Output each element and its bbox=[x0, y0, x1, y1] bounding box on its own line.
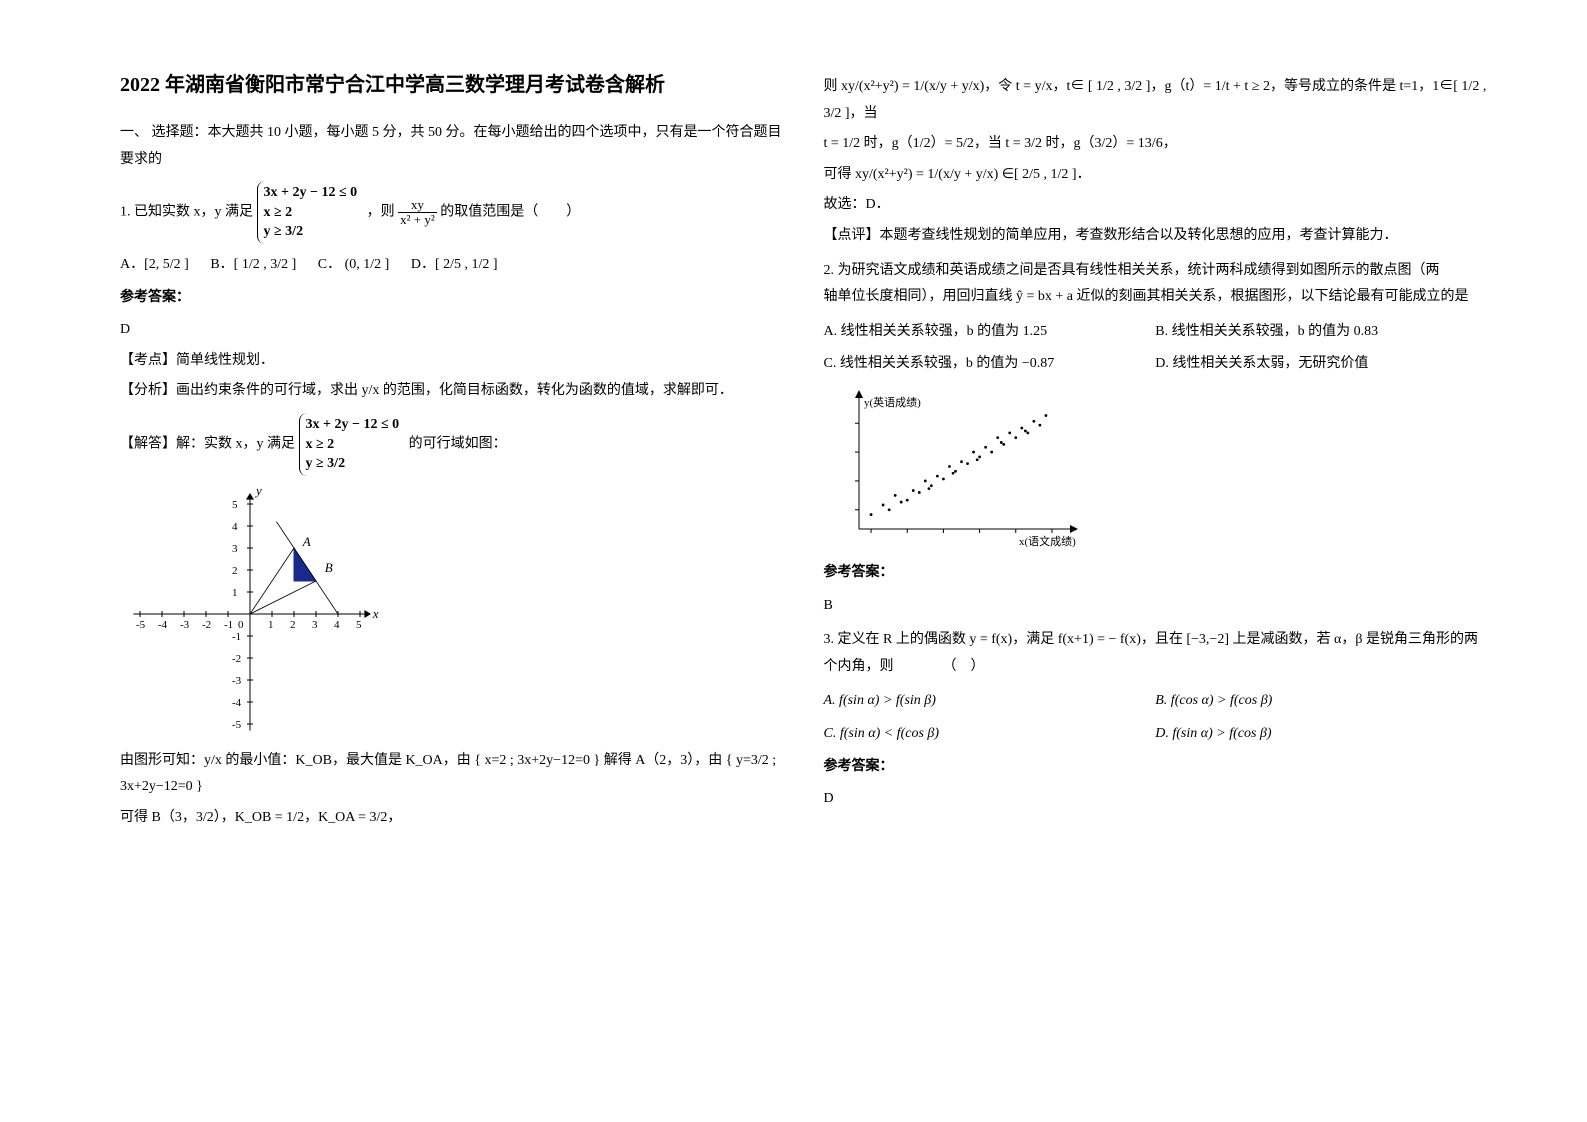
q3-answer: D bbox=[824, 786, 1488, 813]
rt-line3: 可得 xy/(x²+y²) = 1/(x/y + y/x) ∈[ 2/5 , 1… bbox=[824, 162, 1488, 189]
q1-opt-b: B．[ 1/2 , 3/2 ] bbox=[210, 257, 296, 272]
svg-text:-5: -5 bbox=[136, 619, 146, 631]
svg-text:y: y bbox=[254, 484, 262, 498]
svg-text:-5: -5 bbox=[232, 719, 242, 731]
q1-kaodian: 【考点】简单线性规划． bbox=[120, 348, 784, 375]
q1-constraints-2: 3x + 2y − 12 ≤ 0 x ≥ 2 y ≥ 3/2 bbox=[299, 413, 406, 476]
svg-text:-4: -4 bbox=[158, 619, 168, 631]
q3-options-row1: A. f(sin α) > f(sin β) B. f(cos α) > f(c… bbox=[824, 688, 1488, 715]
q1-opt-a: A．[2, 5/2 ] bbox=[120, 257, 189, 272]
rt-comment: 【点评】本题考查线性规划的简单应用，考查数形结合以及转化思想的应用，考查计算能力… bbox=[824, 223, 1488, 250]
svg-text:-2: -2 bbox=[232, 653, 241, 665]
svg-text:-2: -2 bbox=[202, 619, 211, 631]
svg-text:B: B bbox=[325, 560, 333, 575]
q2-answer: B bbox=[824, 593, 1488, 620]
q2-stem2: 轴单位长度相同），用回归直线 ŷ = bx + a 近似的刻画其相关关系，根据图… bbox=[824, 284, 1488, 311]
q1-constraints: 3x + 2y − 12 ≤ 0 x ≥ 2 y ≥ 3/2 bbox=[257, 181, 364, 244]
svg-text:1: 1 bbox=[232, 587, 238, 599]
svg-text:4: 4 bbox=[232, 521, 238, 533]
q1-suffix-b: 的取值范围是（ ） bbox=[440, 205, 580, 220]
svg-text:2: 2 bbox=[232, 565, 238, 577]
right-column: 则 xy/(x²+y²) = 1/(x/y + y/x)，令 t = y/x，t… bbox=[804, 70, 1508, 1092]
q2-opt-a: A. 线性相关关系较强，b 的值为 1.25 bbox=[824, 319, 1138, 346]
q2-stem1: 2. 为研究语文成绩和英语成绩之间是否具有线性相关关系，统计两科成绩得到如图所示… bbox=[824, 258, 1488, 285]
section-a-heading: 一、 选择题：本大题共 10 小题，每小题 5 分，共 50 分。在每小题给出的… bbox=[120, 120, 784, 173]
svg-text:-1: -1 bbox=[224, 619, 233, 631]
q1b-con-2: y ≥ 3/2 bbox=[306, 454, 400, 474]
q2-opt-d: D. 线性相关关系太弱，无研究价值 bbox=[1155, 351, 1469, 378]
q1-opt-d: D．[ 2/5 , 1/2 ] bbox=[411, 257, 498, 272]
q1-feasible-region-chart: -5 -4 -3 -2 -1 1 2 3 4 5 -5 -4 -3 -2 -1 1 2 3 4 5 0 ABx y bbox=[120, 484, 420, 744]
q1-con-0: 3x + 2y − 12 ≤ 0 bbox=[264, 183, 358, 203]
svg-text:3: 3 bbox=[312, 619, 318, 631]
question-1: 1. 已知实数 x，y 满足 3x + 2y − 12 ≤ 0 x ≥ 2 y … bbox=[120, 181, 784, 244]
svg-text:2: 2 bbox=[290, 619, 296, 631]
q1b-con-1: x ≥ 2 bbox=[306, 435, 400, 455]
q1-target-num: xy bbox=[398, 198, 437, 213]
q3-opt-c: C. f(sin α) < f(cos β) bbox=[824, 721, 1138, 748]
q2-opt-b: B. 线性相关关系较强，b 的值为 0.83 bbox=[1155, 319, 1469, 346]
q3-opt-a: A. f(sin α) > f(sin β) bbox=[824, 688, 1138, 715]
q2-options-row2: C. 线性相关关系较强，b 的值为 −0.87 D. 线性相关关系太弱，无研究价… bbox=[824, 351, 1488, 378]
q2-opt-c: C. 线性相关关系较强，b 的值为 −0.87 bbox=[824, 351, 1138, 378]
svg-text:y(英语成绩): y(英语成绩) bbox=[864, 395, 921, 409]
q1-below-1: 由图形可知：y/x 的最小值：K_OB，最大值是 K_OA，由 { x=2 ; … bbox=[120, 748, 784, 801]
q1-suffix-a: ，则 bbox=[367, 205, 395, 220]
svg-text:-3: -3 bbox=[180, 619, 190, 631]
q2-answer-label: 参考答案： bbox=[824, 560, 1488, 587]
svg-text:5: 5 bbox=[356, 619, 362, 631]
q1b-con-0: 3x + 2y − 12 ≤ 0 bbox=[306, 415, 400, 435]
svg-text:0: 0 bbox=[238, 619, 244, 631]
q2-scatter-chart: x(语文成绩) y(英语成绩) bbox=[824, 384, 1084, 554]
svg-text:x(语文成绩): x(语文成绩) bbox=[1019, 534, 1076, 548]
q1-answer-label: 参考答案： bbox=[120, 285, 784, 312]
question-2: 2. 为研究语文成绩和英语成绩之间是否具有线性相关关系，统计两科成绩得到如图所示… bbox=[824, 258, 1488, 311]
rt-line1: 则 xy/(x²+y²) = 1/(x/y + y/x)，令 t = y/x，t… bbox=[824, 74, 1488, 127]
q1-opt-c: C． (0, 1/2 ] bbox=[318, 257, 390, 272]
q1-target-frac: xy x² + y² bbox=[398, 198, 437, 228]
q1-fenxi: 【分析】画出约束条件的可行域，求出 y/x 的范围，化简目标函数，转化为函数的值… bbox=[120, 378, 784, 405]
q3-opt-d: D. f(sin α) > f(cos β) bbox=[1155, 721, 1469, 748]
svg-text:4: 4 bbox=[334, 619, 340, 631]
q1-answer: D bbox=[120, 317, 784, 344]
svg-text:A: A bbox=[302, 534, 311, 549]
page-title: 2022 年湖南省衡阳市常宁合江中学高三数学理月考试卷含解析 bbox=[120, 70, 784, 100]
q1-jieda: 【解答】解：实数 x，y 满足 3x + 2y − 12 ≤ 0 x ≥ 2 y… bbox=[120, 413, 784, 476]
q1-con-1: x ≥ 2 bbox=[264, 203, 358, 223]
q3-answer-label: 参考答案： bbox=[824, 754, 1488, 781]
svg-text:3: 3 bbox=[232, 543, 238, 555]
svg-text:-4: -4 bbox=[232, 697, 242, 709]
q1-jieda-suffix: 的可行域如图： bbox=[409, 437, 507, 452]
question-3-stem: 3. 定义在 R 上的偶函数 y = f(x)，满足 f(x+1) = − f(… bbox=[824, 627, 1488, 680]
q1-prefix: 1. 已知实数 x，y 满足 bbox=[120, 205, 253, 220]
rt-line4: 故选：D． bbox=[824, 192, 1488, 219]
q1-con-2: y ≥ 3/2 bbox=[264, 222, 358, 242]
page-root: 2022 年湖南省衡阳市常宁合江中学高三数学理月考试卷含解析 一、 选择题：本大… bbox=[0, 0, 1587, 1122]
q1-jieda-prefix: 【解答】解：实数 x，y 满足 bbox=[120, 437, 295, 452]
svg-text:5: 5 bbox=[232, 499, 238, 511]
left-column: 2022 年湖南省衡阳市常宁合江中学高三数学理月考试卷含解析 一、 选择题：本大… bbox=[100, 70, 804, 1092]
svg-text:-1: -1 bbox=[232, 631, 241, 643]
q1-below-2: 可得 B（3，3/2），K_OB = 1/2，K_OA = 3/2， bbox=[120, 805, 784, 832]
svg-text:-3: -3 bbox=[232, 675, 242, 687]
rt-line2: t = 1/2 时，g（1/2）= 5/2，当 t = 3/2 时，g（3/2）… bbox=[824, 131, 1488, 158]
svg-text:x: x bbox=[372, 606, 379, 621]
q2-options-row1: A. 线性相关关系较强，b 的值为 1.25 B. 线性相关关系较强，b 的值为… bbox=[824, 319, 1488, 346]
q3-options-row2: C. f(sin α) < f(cos β) D. f(sin α) > f(c… bbox=[824, 721, 1488, 748]
svg-text:1: 1 bbox=[268, 619, 274, 631]
q3-opt-b: B. f(cos α) > f(cos β) bbox=[1155, 688, 1469, 715]
q1-target-den: x² + y² bbox=[398, 213, 437, 227]
q1-options: A．[2, 5/2 ] B．[ 1/2 , 3/2 ] C． (0, 1/2 ]… bbox=[120, 252, 784, 279]
